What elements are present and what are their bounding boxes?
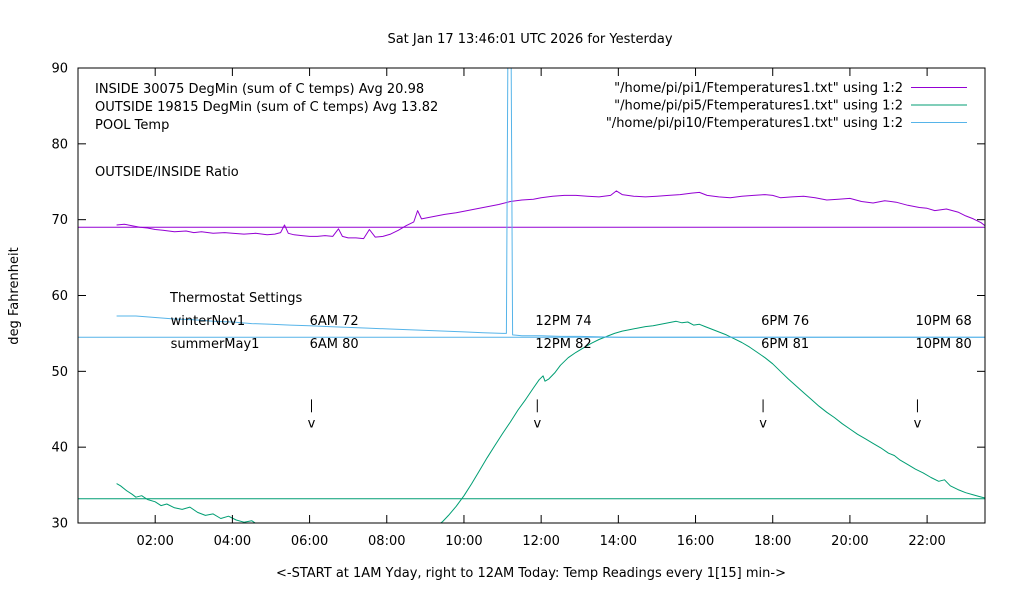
legend-label: "/home/pi/pi1/Ftemperatures1.txt" using … [614, 81, 903, 96]
x-tick-label: 06:00 [291, 534, 328, 549]
thermostat-setting: 12PM 82 [535, 337, 591, 352]
y-tick-label: 80 [51, 137, 68, 152]
x-tick-label: 10:00 [445, 534, 482, 549]
arrow-head: v [914, 416, 922, 431]
ticks-group: 02:00 04:00 06:00 08:00 10:00 12:00 14:00 16:00… [51, 62, 985, 549]
x-tick-label: 12:00 [522, 534, 559, 549]
ratio-info-label: OUTSIDE/INSIDE Ratio [95, 165, 239, 180]
legend-label: "/home/pi/pi5/Ftemperatures1.txt" using … [614, 99, 903, 114]
x-tick-label: 22:00 [908, 534, 945, 549]
x-tick-label: 20:00 [831, 534, 868, 549]
x-tick-label: 02:00 [136, 534, 173, 549]
thermostat-heading: Thermostat Settings [169, 291, 303, 306]
x-axis-label: <-START at 1AM Yday, right to 12AM Today… [276, 566, 786, 581]
inside-info-label: INSIDE 30075 DegMin (sum of C temps) Avg… [95, 82, 424, 97]
pool-info-label: POOL Temp [95, 118, 169, 133]
series-inside [116, 190, 985, 240]
x-tick-label: 04:00 [214, 534, 251, 549]
thermostat-row-name: summerMay1 [171, 337, 260, 352]
series-group [78, 68, 985, 523]
thermostat-row-name: winterNov1 [171, 314, 246, 329]
x-tick-label: 16:00 [677, 534, 714, 549]
thermostat-setting: 12PM 74 [535, 314, 591, 329]
arrow-head: v [533, 416, 541, 431]
y-tick-label: 60 [51, 289, 68, 304]
legend-group: "/home/pi/pi1/Ftemperatures1.txt" using … [606, 81, 967, 131]
series-outside [116, 320, 985, 523]
y-tick-label: 40 [51, 441, 68, 456]
x-tick-label: 18:00 [754, 534, 791, 549]
thermostat-setting: 10PM 68 [916, 314, 972, 329]
outside-info-label: OUTSIDE 19815 DegMin (sum of C temps) Av… [95, 100, 438, 115]
y-tick-label: 70 [51, 213, 68, 228]
chart-title: Sat Jan 17 13:46:01 UTC 2026 for Yesterd… [387, 32, 672, 47]
thermostat-setting: 6PM 81 [761, 337, 809, 352]
x-tick-label: 14:00 [600, 534, 637, 549]
y-axis-label: deg Fahrenheit [7, 247, 22, 344]
y-tick-label: 30 [51, 517, 68, 532]
y-tick-label: 50 [51, 365, 68, 380]
y-tick-label: 90 [51, 62, 68, 77]
arrow-head: v [308, 416, 316, 431]
x-tick-label: 08:00 [368, 534, 405, 549]
arrow-head: v [759, 416, 767, 431]
legend-label: "/home/pi/pi10/Ftemperatures1.txt" using… [606, 116, 903, 131]
thermostat-setting: 6PM 76 [761, 314, 809, 329]
thermostat-setting: 6AM 80 [310, 337, 359, 352]
thermostat-group: winterNov1 6AM 72 12PM 74 6PM 76 10PM 68 summ… [171, 314, 972, 352]
series-pool [116, 68, 985, 338]
thermostat-setting: 10PM 80 [916, 337, 972, 352]
thermostat-setting: 6AM 72 [310, 314, 359, 329]
